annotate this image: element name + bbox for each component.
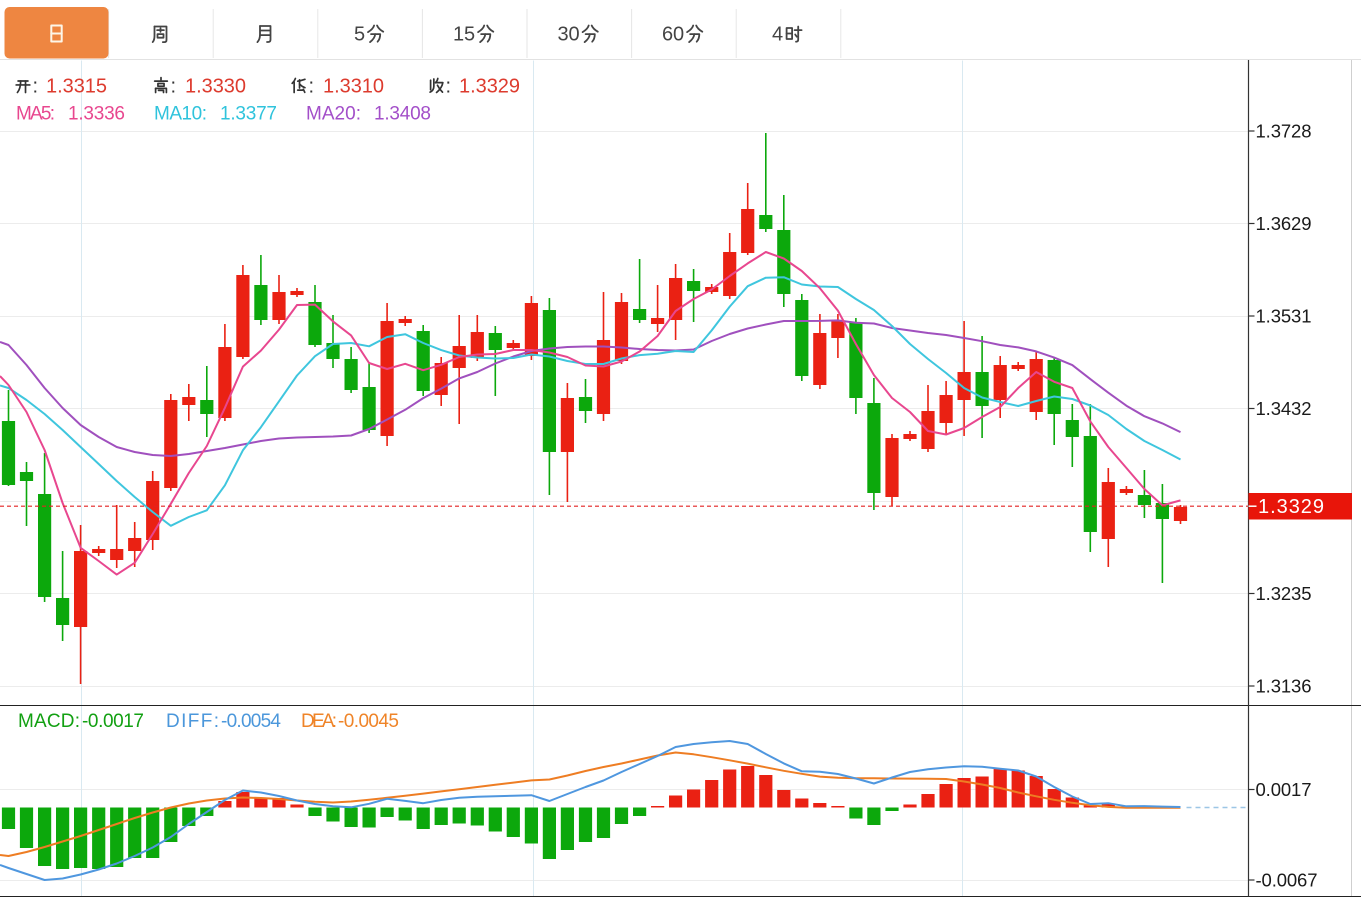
svg-text:DIFF:: DIFF:: [166, 711, 219, 732]
svg-text:-0.0017: -0.0017: [82, 711, 144, 732]
svg-text:1.3310: 1.3310: [323, 76, 384, 98]
svg-text:1.3315: 1.3315: [46, 76, 107, 98]
svg-text:1.3329: 1.3329: [459, 76, 520, 98]
svg-text:MA10:: MA10:: [154, 104, 207, 125]
svg-text:MA20:: MA20:: [306, 104, 361, 125]
svg-text:5: 5: [354, 24, 365, 46]
svg-text:1.3329: 1.3329: [1258, 496, 1324, 518]
svg-text:1.3330: 1.3330: [185, 76, 246, 98]
svg-text::: :: [33, 76, 39, 98]
svg-text::: :: [171, 76, 177, 98]
svg-text:MA5:: MA5:: [16, 104, 55, 125]
svg-text:30: 30: [557, 24, 579, 46]
svg-text::: :: [446, 76, 452, 98]
svg-text:4: 4: [772, 24, 783, 46]
svg-text:DEA:: DEA:: [301, 711, 337, 732]
svg-text:1.3531: 1.3531: [1256, 306, 1312, 327]
svg-text:15: 15: [453, 24, 475, 46]
svg-text:-0.0054: -0.0054: [221, 711, 281, 732]
svg-text::: :: [309, 76, 315, 98]
svg-text:1.3408: 1.3408: [374, 104, 431, 125]
svg-text:1.3377: 1.3377: [220, 104, 277, 125]
svg-text:60: 60: [662, 24, 684, 46]
svg-text:-0.0045: -0.0045: [338, 711, 399, 732]
svg-text:0.0017: 0.0017: [1256, 779, 1312, 800]
svg-text:1.3136: 1.3136: [1256, 676, 1312, 697]
svg-text:1.3336: 1.3336: [68, 104, 125, 125]
svg-text:1.3629: 1.3629: [1256, 213, 1312, 234]
svg-text:-0.0067: -0.0067: [1256, 870, 1318, 891]
svg-text:MACD:: MACD:: [18, 711, 80, 732]
svg-text:1.3235: 1.3235: [1256, 583, 1312, 604]
svg-text:1.3728: 1.3728: [1256, 121, 1312, 142]
svg-text:1.3432: 1.3432: [1256, 398, 1312, 419]
